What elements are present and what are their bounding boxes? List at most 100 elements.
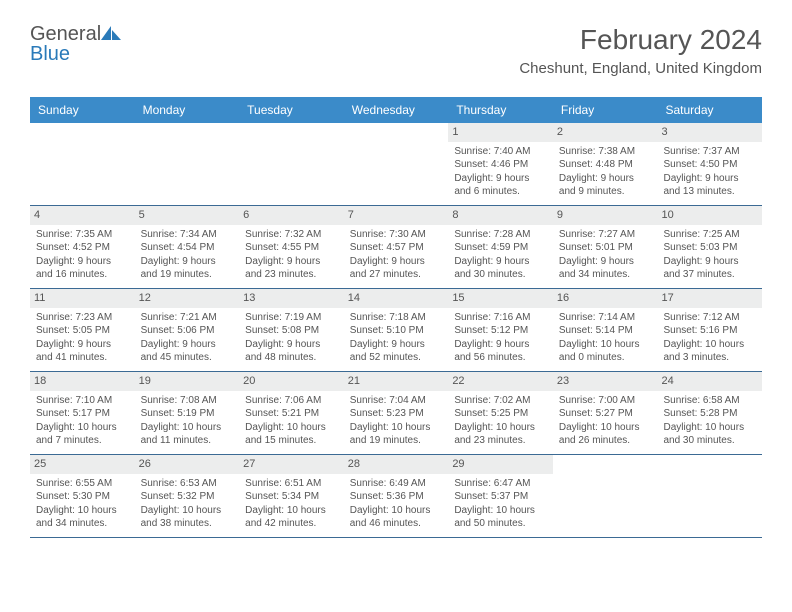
- sunrise-line: Sunrise: 7:10 AM: [36, 394, 129, 408]
- day-number: 7: [344, 206, 449, 225]
- sunset-line: Sunset: 5:21 PM: [245, 407, 338, 421]
- sunset-line: Sunset: 4:59 PM: [454, 241, 547, 255]
- day-number: 12: [135, 289, 240, 308]
- sunrise-line: Sunrise: 6:55 AM: [36, 477, 129, 491]
- day-cell: 1Sunrise: 7:40 AMSunset: 4:46 PMDaylight…: [448, 123, 553, 205]
- day-number: 18: [30, 372, 135, 391]
- day-number: 24: [657, 372, 762, 391]
- sunrise-line: Sunrise: 7:37 AM: [663, 145, 756, 159]
- day-cell-empty: [135, 123, 240, 205]
- sunset-line: Sunset: 5:19 PM: [141, 407, 234, 421]
- day-header: Monday: [135, 97, 240, 123]
- day-cell: 20Sunrise: 7:06 AMSunset: 5:21 PMDayligh…: [239, 372, 344, 454]
- day-cell: 17Sunrise: 7:12 AMSunset: 5:16 PMDayligh…: [657, 289, 762, 371]
- day-cell: 13Sunrise: 7:19 AMSunset: 5:08 PMDayligh…: [239, 289, 344, 371]
- day-cell: 18 Sunrise: 7:10 AMSunset: 5:17 PMDayligh…: [30, 372, 135, 454]
- sunrise-line: Sunrise: 7:04 AM: [350, 394, 443, 408]
- sunset-line: Sunset: 5:28 PM: [663, 407, 756, 421]
- day-cell-empty: [657, 455, 762, 537]
- day-header: Saturday: [657, 97, 762, 123]
- day-cell: 25Sunrise: 6:55 AMSunset: 5:30 PMDayligh…: [30, 455, 135, 537]
- day-cell: 16Sunrise: 7:14 AMSunset: 5:14 PMDayligh…: [553, 289, 658, 371]
- day-header: Wednesday: [344, 97, 449, 123]
- day-cell: 6Sunrise: 7:32 AMSunset: 4:55 PMDaylight…: [239, 206, 344, 288]
- day-number: 19: [135, 372, 240, 391]
- day-number: 13: [239, 289, 344, 308]
- day-number: 5: [135, 206, 240, 225]
- sunset-line: Sunset: 5:17 PM: [36, 407, 129, 421]
- sunrise-line: Sunrise: 6:58 AM: [663, 394, 756, 408]
- sunrise-line: Sunrise: 7:16 AM: [454, 311, 547, 325]
- day-number: 6: [239, 206, 344, 225]
- sunset-line: Sunset: 4:50 PM: [663, 158, 756, 172]
- week-row: 25Sunrise: 6:55 AMSunset: 5:30 PMDayligh…: [30, 455, 762, 538]
- daylight-line: Daylight: 9 hours and 37 minutes.: [663, 255, 756, 282]
- sunset-line: Sunset: 5:05 PM: [36, 324, 129, 338]
- day-cell: 14Sunrise: 7:18 AMSunset: 5:10 PMDayligh…: [344, 289, 449, 371]
- sunset-line: Sunset: 5:16 PM: [663, 324, 756, 338]
- sunset-line: Sunset: 4:57 PM: [350, 241, 443, 255]
- daylight-line: Daylight: 9 hours and 41 minutes.: [36, 338, 129, 365]
- sunrise-line: Sunrise: 7:32 AM: [245, 228, 338, 242]
- sunrise-line: Sunrise: 6:47 AM: [454, 477, 547, 491]
- sunrise-line: Sunrise: 7:23 AM: [36, 311, 129, 325]
- day-number: 4: [30, 206, 135, 225]
- daylight-line: Daylight: 10 hours and 30 minutes.: [663, 421, 756, 448]
- day-cell: 21Sunrise: 7:04 AMSunset: 5:23 PMDayligh…: [344, 372, 449, 454]
- day-cell: 19Sunrise: 7:08 AMSunset: 5:19 PMDayligh…: [135, 372, 240, 454]
- day-number: 8: [448, 206, 553, 225]
- day-header: Friday: [553, 97, 658, 123]
- day-number: 3: [657, 123, 762, 142]
- sunset-line: Sunset: 5:01 PM: [559, 241, 652, 255]
- day-number: 10: [657, 206, 762, 225]
- sunrise-line: Sunrise: 7:00 AM: [559, 394, 652, 408]
- sunrise-line: Sunrise: 7:28 AM: [454, 228, 547, 242]
- header-right: February 2024 Cheshunt, England, United …: [519, 24, 762, 77]
- daylight-line: Daylight: 9 hours and 34 minutes.: [559, 255, 652, 282]
- sunset-line: Sunset: 4:52 PM: [36, 241, 129, 255]
- day-number: 27: [239, 455, 344, 474]
- sunset-line: Sunset: 5:03 PM: [663, 241, 756, 255]
- daylight-line: Daylight: 10 hours and 15 minutes.: [245, 421, 338, 448]
- daylight-line: Daylight: 10 hours and 50 minutes.: [454, 504, 547, 531]
- day-number: 9: [553, 206, 658, 225]
- day-number: 29: [448, 455, 553, 474]
- daylight-line: Daylight: 10 hours and 23 minutes.: [454, 421, 547, 448]
- sunset-line: Sunset: 5:14 PM: [559, 324, 652, 338]
- week-row: 11Sunrise: 7:23 AMSunset: 5:05 PMDayligh…: [30, 289, 762, 372]
- daylight-line: Daylight: 10 hours and 42 minutes.: [245, 504, 338, 531]
- day-header: Thursday: [448, 97, 553, 123]
- sunset-line: Sunset: 4:55 PM: [245, 241, 338, 255]
- sunset-line: Sunset: 5:12 PM: [454, 324, 547, 338]
- sunrise-line: Sunrise: 7:34 AM: [141, 228, 234, 242]
- daylight-line: Daylight: 9 hours and 48 minutes.: [245, 338, 338, 365]
- daylight-line: Daylight: 10 hours and 38 minutes.: [141, 504, 234, 531]
- sunrise-line: Sunrise: 7:40 AM: [454, 145, 547, 159]
- sunset-line: Sunset: 4:54 PM: [141, 241, 234, 255]
- daylight-line: Daylight: 10 hours and 26 minutes.: [559, 421, 652, 448]
- week-row: 1Sunrise: 7:40 AMSunset: 4:46 PMDaylight…: [30, 123, 762, 206]
- day-number: 16: [553, 289, 658, 308]
- calendar-page: General Blue February 2024 Cheshunt, Eng…: [0, 0, 792, 558]
- sunrise-line: Sunrise: 7:18 AM: [350, 311, 443, 325]
- sunset-line: Sunset: 5:25 PM: [454, 407, 547, 421]
- sunrise-line: Sunrise: 6:53 AM: [141, 477, 234, 491]
- page-header: General Blue February 2024 Cheshunt, Eng…: [30, 24, 762, 77]
- day-cell: 15Sunrise: 7:16 AMSunset: 5:12 PMDayligh…: [448, 289, 553, 371]
- sunset-line: Sunset: 4:48 PM: [559, 158, 652, 172]
- daylight-line: Daylight: 10 hours and 46 minutes.: [350, 504, 443, 531]
- day-cell: 23Sunrise: 7:00 AMSunset: 5:27 PMDayligh…: [553, 372, 658, 454]
- day-cell: 29Sunrise: 6:47 AMSunset: 5:37 PMDayligh…: [448, 455, 553, 537]
- day-cell: 9Sunrise: 7:27 AMSunset: 5:01 PMDaylight…: [553, 206, 658, 288]
- day-number: 22: [448, 372, 553, 391]
- sunrise-line: Sunrise: 7:21 AM: [141, 311, 234, 325]
- day-number: 15: [448, 289, 553, 308]
- day-cell: 3Sunrise: 7:37 AMSunset: 4:50 PMDaylight…: [657, 123, 762, 205]
- sunrise-line: Sunrise: 7:02 AM: [454, 394, 547, 408]
- day-cell: 7Sunrise: 7:30 AMSunset: 4:57 PMDaylight…: [344, 206, 449, 288]
- day-number: 25: [30, 455, 135, 474]
- day-cell: 24 Sunrise: 6:58 AMSunset: 5:28 PMDayligh…: [657, 372, 762, 454]
- daylight-line: Daylight: 9 hours and 52 minutes.: [350, 338, 443, 365]
- daylight-line: Daylight: 10 hours and 7 minutes.: [36, 421, 129, 448]
- sunrise-line: Sunrise: 7:38 AM: [559, 145, 652, 159]
